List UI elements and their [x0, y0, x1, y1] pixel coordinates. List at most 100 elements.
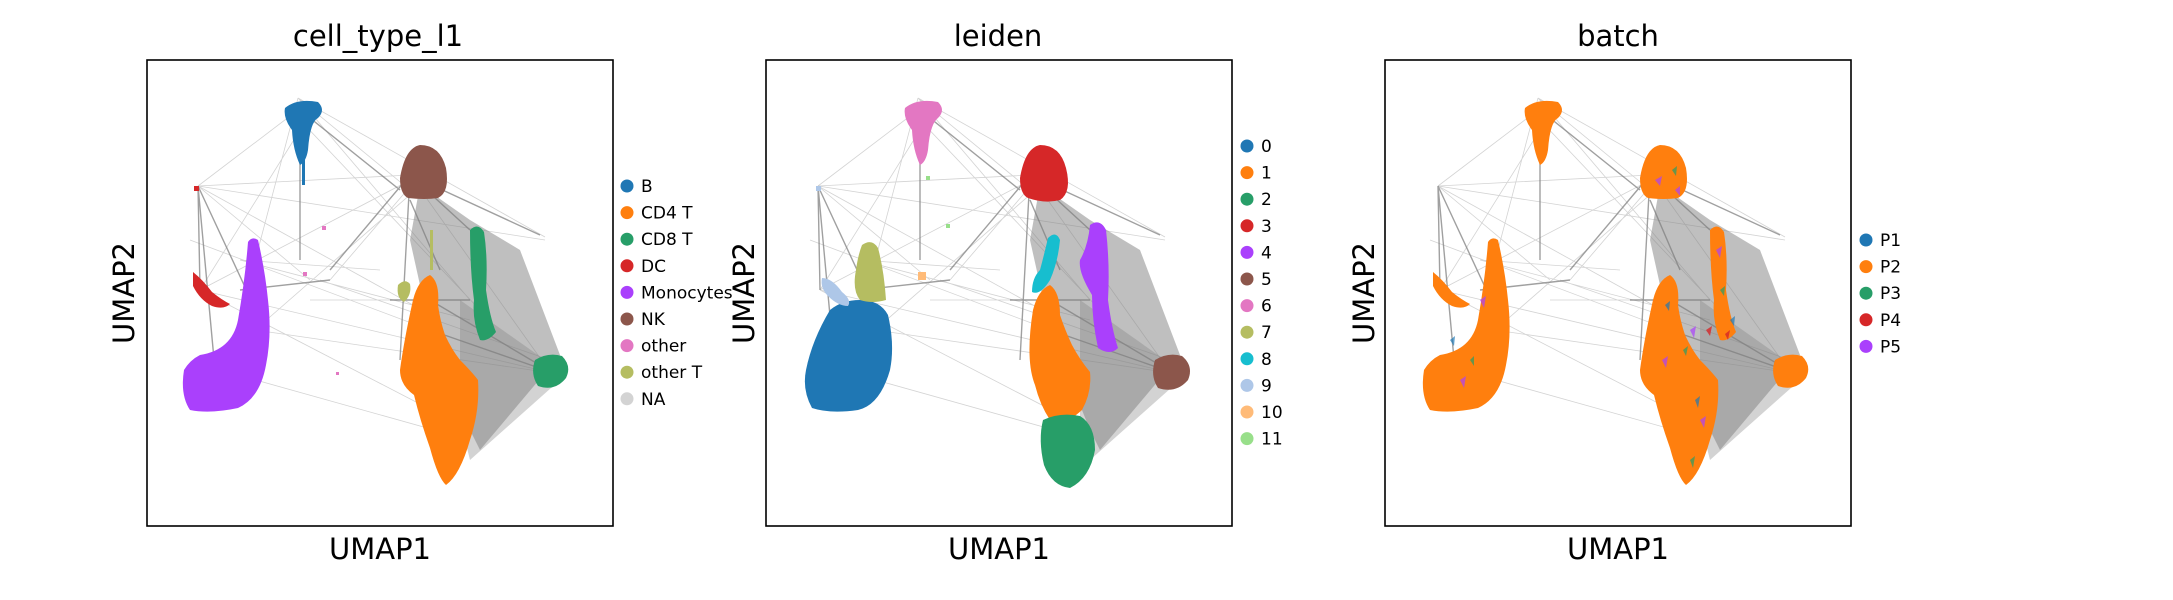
- cluster-9: [821, 278, 850, 306]
- legend-marker: [620, 312, 634, 326]
- legend-marker: [1859, 339, 1873, 353]
- panel-title: batch: [1577, 19, 1659, 53]
- cluster-batch-p2: [1710, 226, 1736, 341]
- legend-label: 1: [1261, 164, 1272, 184]
- cluster-10-dots: [918, 272, 926, 280]
- legend-marker: [620, 232, 634, 246]
- legend-item: 2: [1240, 190, 1272, 210]
- legend-item: 11: [1240, 430, 1283, 450]
- legend-item: DC: [620, 257, 666, 277]
- legend-marker: [620, 206, 634, 220]
- cluster-other-t: [397, 281, 411, 302]
- legend-marker: [1240, 192, 1254, 206]
- legend-label: other T: [641, 363, 703, 383]
- legend-label: CD8 T: [641, 230, 693, 250]
- cluster-b: [284, 100, 322, 165]
- cluster-0: [804, 300, 893, 412]
- legend-label: B: [641, 177, 653, 197]
- legend-label: P2: [1880, 258, 1901, 278]
- legend-marker: [620, 285, 634, 299]
- legend-marker: [1240, 325, 1254, 339]
- legend-item: 6: [1240, 297, 1272, 317]
- legend-item: NK: [620, 310, 666, 330]
- legend-item: CD4 T: [620, 204, 693, 224]
- legend-item: NA: [620, 390, 666, 410]
- legend-marker: [1240, 299, 1254, 313]
- cluster-5: [1153, 354, 1190, 390]
- panel-leiden: leiden UMAP1 UMAP2 0 1 2 3 4 5 6 7 8 9 10 11: [727, 19, 1283, 566]
- legend-item: other: [620, 337, 686, 357]
- axes-frame: [765, 59, 1233, 527]
- legend-label: P4: [1880, 311, 1901, 331]
- x-axis-label: UMAP1: [948, 532, 1050, 566]
- legend-item: 8: [1240, 350, 1272, 370]
- legend-item: 7: [1240, 323, 1272, 343]
- legend-marker: [1240, 245, 1254, 259]
- legend-label: Monocytes: [641, 283, 733, 303]
- cluster-other-dot: [303, 272, 307, 276]
- legend-item: 5: [1240, 270, 1272, 290]
- legend-item: other T: [620, 363, 703, 383]
- cluster-other-dot: [336, 372, 339, 375]
- legend-item: P3: [1859, 284, 1901, 304]
- legend: P1 P2 P3 P4 P5: [1859, 231, 1901, 357]
- cluster-batch-p2: [1773, 354, 1809, 388]
- panel-title: leiden: [954, 19, 1043, 53]
- legend-marker: [1240, 432, 1254, 446]
- axes-frame: [1384, 59, 1852, 527]
- legend-item: P1: [1859, 231, 1901, 251]
- legend-marker: [1240, 272, 1254, 286]
- legend-item: CD8 T: [620, 230, 693, 250]
- legend-label: NA: [641, 390, 666, 410]
- legend-marker: [620, 365, 634, 379]
- cluster-11-dots: [946, 224, 950, 228]
- legend-label: 5: [1261, 270, 1272, 290]
- legend: B CD4 T CD8 T DC Monocytes NK other other T NA: [620, 177, 733, 410]
- legend-marker: [620, 179, 634, 193]
- legend-item: P4: [1859, 311, 1901, 331]
- cluster-batch-p2: [1524, 100, 1562, 165]
- legend-marker: [620, 259, 634, 273]
- legend-label: P3: [1880, 284, 1901, 304]
- cluster-1: [1029, 285, 1091, 424]
- cluster-11-dots: [926, 176, 930, 180]
- legend-label: 9: [1261, 376, 1272, 396]
- legend-marker: [620, 339, 634, 353]
- legend-item: 1: [1240, 164, 1272, 184]
- legend-marker: [1859, 260, 1873, 274]
- cluster-batch-p2: [1640, 145, 1687, 199]
- cluster-other-dot: [322, 226, 326, 230]
- cell-clusters: [804, 100, 1190, 488]
- legend-marker: [1240, 378, 1254, 392]
- panel-batch: batch UMAP1 UMAP2 P1 P2 P3 P4 P5: [1347, 19, 1901, 566]
- legend-label: NK: [641, 310, 666, 330]
- legend-item: 4: [1240, 243, 1272, 263]
- cell-clusters: [182, 100, 569, 485]
- cluster-nk: [400, 145, 447, 199]
- cluster-b-thread: [302, 160, 305, 185]
- y-axis-label: UMAP2: [727, 242, 761, 344]
- cluster-7: [854, 242, 886, 302]
- cell-clusters: [1422, 100, 1809, 485]
- legend-marker: [1240, 219, 1254, 233]
- cluster-4: [1079, 222, 1118, 352]
- legend-label: 11: [1261, 430, 1283, 450]
- legend: 0 1 2 3 4 5 6 7 8 9 10 11: [1240, 137, 1283, 450]
- cluster-batch-p4-speckle: [1706, 326, 1730, 340]
- cluster-2: [1040, 414, 1095, 488]
- axes-frame: [146, 59, 614, 527]
- cluster-batch-p2: [1422, 238, 1510, 412]
- legend-marker: [1859, 313, 1873, 327]
- panel-title: cell_type_l1: [293, 19, 463, 53]
- cluster-6: [904, 100, 942, 165]
- cluster-3: [1020, 145, 1068, 202]
- cluster-dc-dot: [194, 186, 199, 191]
- x-axis-label: UMAP1: [329, 532, 431, 566]
- legend-item: 10: [1240, 403, 1283, 423]
- x-axis-label: UMAP1: [1567, 532, 1669, 566]
- legend-marker: [1240, 166, 1254, 180]
- legend-label: 10: [1261, 403, 1283, 423]
- legend-label: 8: [1261, 350, 1272, 370]
- cluster-batch-p2: [1640, 275, 1719, 485]
